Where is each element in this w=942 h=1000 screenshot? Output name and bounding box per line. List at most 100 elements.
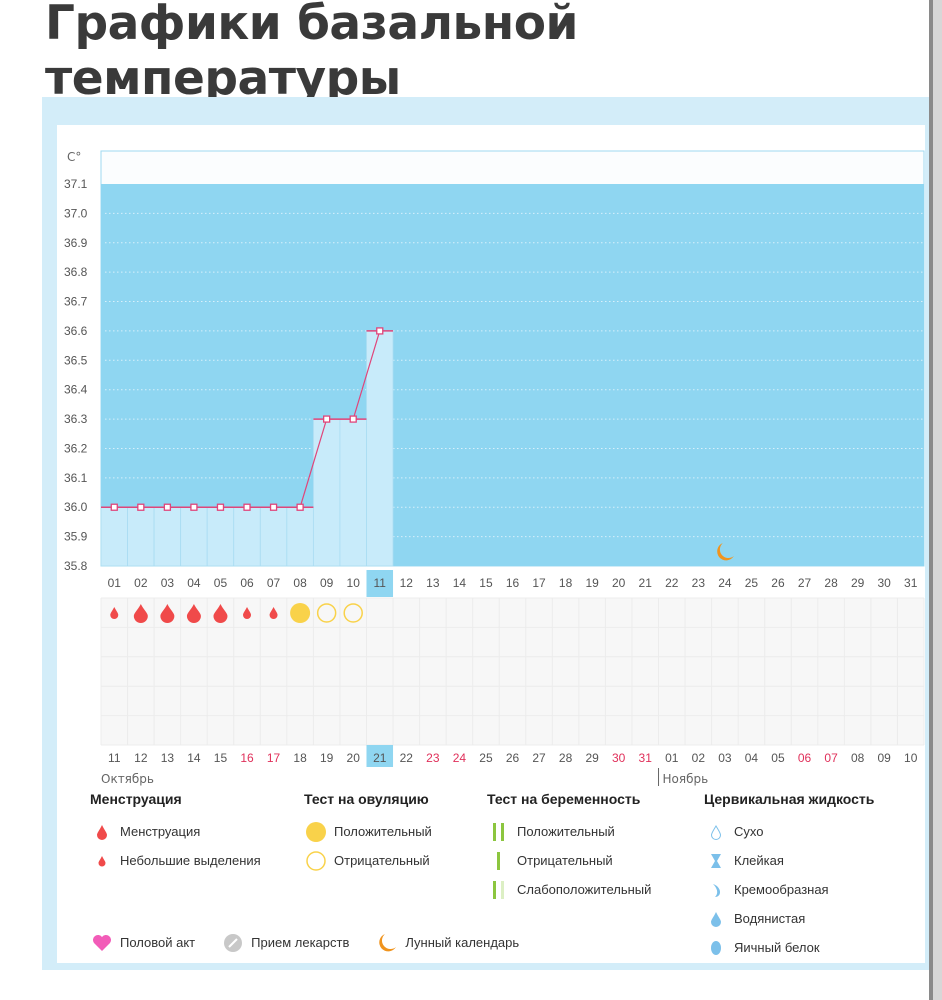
faint-line-icon: [487, 880, 511, 899]
date-label: 11: [108, 751, 121, 765]
y-tick-label: 36.1: [64, 471, 88, 485]
two-lines-icon: [487, 822, 511, 841]
cycle-day-label: 21: [639, 576, 653, 590]
temperature-bar: [286, 506, 314, 567]
date-label: 28: [559, 751, 573, 765]
date-label: 21: [373, 751, 387, 765]
cycle-day-label: 30: [877, 576, 891, 590]
y-tick-label: 37.0: [64, 206, 88, 220]
scrollbar[interactable]: [929, 0, 942, 1000]
temperature-bar: [206, 506, 235, 567]
cycle-day-label: 26: [771, 576, 785, 590]
y-tick-label: 36.5: [64, 353, 88, 367]
watery-drop-icon: [704, 911, 728, 927]
date-label: 29: [585, 751, 599, 765]
small-blood-drop-icon: [269, 607, 278, 619]
date-label: 08: [851, 751, 865, 765]
cycle-day-label: 12: [400, 576, 414, 590]
y-tick-label: 36.9: [64, 236, 88, 250]
date-label: 15: [214, 751, 228, 765]
date-label: 07: [824, 751, 838, 765]
y-tick-label: 36.2: [64, 441, 88, 455]
date-label: 24: [453, 751, 467, 765]
blood-drop-icon: [160, 604, 175, 624]
y-tick-label: 36.3: [64, 412, 88, 426]
legend-title: Тест на овуляцию: [304, 791, 429, 807]
legend-pregnancy: Тест на беременность Положительный Отриц…: [487, 791, 651, 904]
legend-item: Небольшие выделения: [120, 853, 261, 868]
page-title: Графики базальной температуры: [45, 0, 578, 106]
small-blood-drop-icon: [243, 607, 252, 619]
y-tick-label: 36.6: [64, 324, 88, 338]
legend-item: Клейкая: [734, 853, 784, 868]
creamy-icon: [704, 882, 728, 898]
date-label: 19: [320, 751, 334, 765]
temperature-point: [323, 415, 331, 423]
y-tick-label: 36.0: [64, 500, 88, 514]
cycle-day-label: 16: [506, 576, 520, 590]
moon-icon: [375, 933, 399, 953]
date-label: 27: [532, 751, 546, 765]
cycle-day-label: 01: [108, 576, 122, 590]
cycle-day-label: 29: [851, 576, 865, 590]
cycle-day-label: 04: [187, 576, 201, 590]
cycle-day-label: 10: [347, 576, 361, 590]
date-label: 12: [134, 751, 148, 765]
current-day-highlight: [366, 570, 394, 597]
date-label: 22: [400, 751, 414, 765]
cycle-day-label: 31: [904, 576, 918, 590]
date-label: 25: [479, 751, 493, 765]
legend-item: Лунный календарь: [405, 935, 520, 950]
temperature-point: [269, 503, 278, 511]
date-label: 14: [187, 751, 201, 765]
cycle-day-label: 02: [134, 576, 148, 590]
date-label: 13: [161, 751, 175, 765]
legend-item: Отрицательный: [517, 853, 613, 868]
date-label: 02: [692, 751, 706, 765]
bbt-chart: C° 37.1 37.0 36.9 36.8 36.7 36.6 36.5 36.4 36.3 36…: [64, 150, 925, 786]
legend-item: Положительный: [517, 824, 615, 839]
cycle-day-label: 07: [267, 576, 281, 590]
temperature-point: [349, 415, 357, 423]
temperature-point: [110, 503, 118, 511]
sticky-icon: [704, 853, 728, 869]
cycle-day-label: 06: [240, 576, 254, 590]
cycle-day-label: 09: [320, 576, 334, 590]
legend-item: Кремообразная: [734, 882, 829, 897]
legend-item: Прием лекарств: [251, 935, 350, 950]
y-tick-label: 35.9: [64, 530, 88, 544]
date-label: 10: [904, 751, 918, 765]
date-label: 26: [506, 751, 520, 765]
month-label: Ноябрь: [663, 772, 709, 786]
temperature-point: [243, 503, 251, 511]
legend-menstruation: Менструация Менструация Небольшие выделе…: [90, 791, 261, 875]
temperature-bar: [312, 418, 341, 567]
temperature-bar: [153, 506, 182, 567]
temperature-point: [216, 503, 225, 511]
cycle-day-label: 11: [374, 576, 387, 590]
temperature-bar: [100, 506, 128, 567]
temperature-bar: [180, 506, 208, 567]
temperature-bar: [339, 418, 367, 567]
cycle-day-label: 15: [479, 576, 493, 590]
cycle-day-label: 19: [585, 576, 599, 590]
cycle-day-label: 27: [798, 576, 812, 590]
cycle-day-label: 05: [214, 576, 228, 590]
blood-drop-icon: [90, 824, 114, 840]
temperature-bar: [259, 506, 288, 567]
date-label: 01: [665, 751, 679, 765]
legend-title: Тест на беременность: [487, 791, 641, 807]
temperature-bar: [366, 330, 394, 567]
legend-item: Положительный: [334, 824, 432, 839]
y-tick-label: 36.7: [64, 295, 88, 309]
filled-circle-icon: [304, 821, 328, 843]
temperature-bar: [127, 506, 155, 567]
plot-area: [101, 184, 924, 566]
legend-cervical: Цервикальная жидкость Сухо Клейкая Кремо…: [704, 791, 874, 962]
legend-title: Цервикальная жидкость: [704, 791, 875, 807]
legend-ovulation: Тест на овуляцию Положительный Отрицател…: [304, 791, 432, 875]
cycle-day-label: 22: [665, 576, 679, 590]
temperature-point: [376, 327, 384, 335]
one-line-icon: [487, 851, 511, 870]
date-label: 20: [347, 751, 361, 765]
